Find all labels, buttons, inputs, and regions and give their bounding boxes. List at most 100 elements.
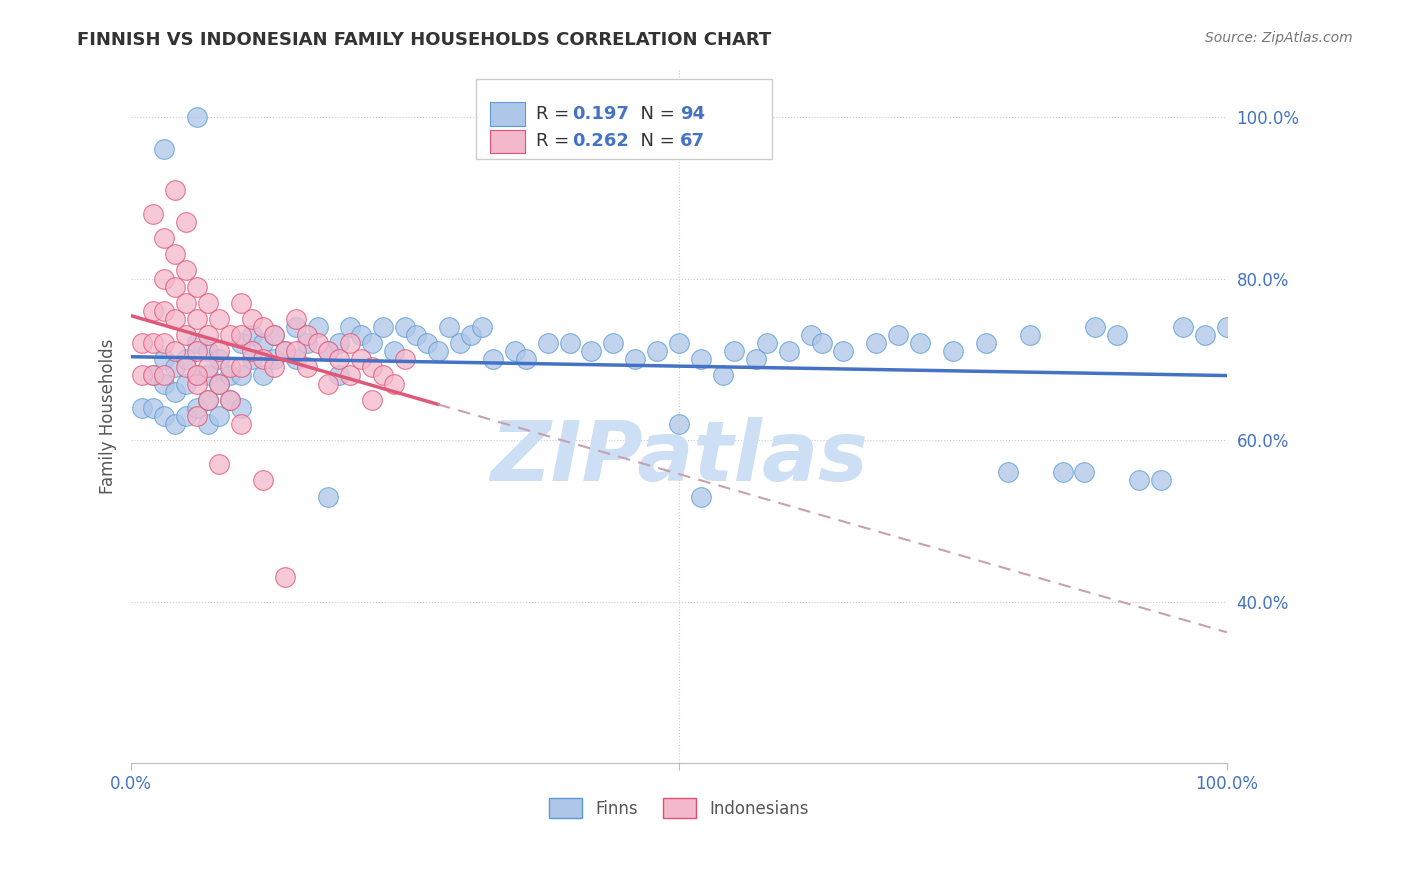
Point xyxy=(373,320,395,334)
Point xyxy=(252,320,274,334)
Point xyxy=(307,320,329,334)
Point xyxy=(394,352,416,367)
Point xyxy=(427,344,450,359)
Point xyxy=(887,328,910,343)
Point xyxy=(328,336,350,351)
Point xyxy=(668,417,690,431)
Legend: Finns, Indonesians: Finns, Indonesians xyxy=(543,792,815,824)
Point xyxy=(263,328,285,343)
Text: Source: ZipAtlas.com: Source: ZipAtlas.com xyxy=(1205,31,1353,45)
Point xyxy=(165,384,187,399)
Point xyxy=(942,344,965,359)
Point xyxy=(284,344,307,359)
Point xyxy=(1128,474,1150,488)
Point xyxy=(318,376,340,391)
Point xyxy=(229,360,252,375)
Point xyxy=(810,336,832,351)
Point xyxy=(186,376,208,391)
Point xyxy=(295,336,318,351)
FancyBboxPatch shape xyxy=(489,103,524,126)
Point xyxy=(165,344,187,359)
FancyBboxPatch shape xyxy=(477,78,772,159)
Point xyxy=(229,295,252,310)
Point xyxy=(174,409,197,423)
Point xyxy=(208,376,231,391)
Point xyxy=(218,392,240,407)
Point xyxy=(471,320,494,334)
Point xyxy=(218,368,240,383)
Text: R =: R = xyxy=(536,132,575,150)
Point xyxy=(240,344,263,359)
Point xyxy=(778,344,800,359)
Point xyxy=(1073,466,1095,480)
Point xyxy=(295,328,318,343)
Point xyxy=(174,295,197,310)
Point xyxy=(361,336,384,351)
Point xyxy=(252,368,274,383)
Point xyxy=(515,352,537,367)
Point xyxy=(284,312,307,326)
Point xyxy=(645,344,668,359)
Point xyxy=(165,417,187,431)
Point xyxy=(131,336,153,351)
Point xyxy=(153,376,176,391)
Y-axis label: Family Households: Family Households xyxy=(100,338,117,493)
Point xyxy=(1084,320,1107,334)
Point xyxy=(273,570,295,584)
Point xyxy=(690,490,713,504)
Point xyxy=(865,336,887,351)
Point xyxy=(318,344,340,359)
Point xyxy=(252,474,274,488)
Point xyxy=(832,344,855,359)
Point xyxy=(153,303,176,318)
Text: 94: 94 xyxy=(681,105,706,123)
Point xyxy=(229,401,252,415)
Point xyxy=(153,142,176,156)
Point xyxy=(229,328,252,343)
Point xyxy=(186,336,208,351)
Point xyxy=(229,417,252,431)
Point xyxy=(153,352,176,367)
Point xyxy=(602,336,624,351)
Point xyxy=(186,401,208,415)
Point xyxy=(263,328,285,343)
Point xyxy=(318,490,340,504)
Text: 0.262: 0.262 xyxy=(572,132,628,150)
Point xyxy=(449,336,471,351)
Text: 0.197: 0.197 xyxy=(572,105,628,123)
Point xyxy=(142,207,165,221)
Point xyxy=(197,417,219,431)
Point xyxy=(328,352,350,367)
Point xyxy=(208,352,231,367)
Text: 67: 67 xyxy=(681,132,706,150)
Point xyxy=(240,328,263,343)
Point xyxy=(153,368,176,383)
Point xyxy=(382,376,405,391)
Point xyxy=(165,279,187,293)
Point xyxy=(799,328,821,343)
Point xyxy=(186,368,208,383)
Point xyxy=(142,303,165,318)
Point xyxy=(240,352,263,367)
Point xyxy=(1216,320,1239,334)
Point xyxy=(174,352,197,367)
Point xyxy=(318,344,340,359)
Point xyxy=(745,352,768,367)
Point xyxy=(373,368,395,383)
Point xyxy=(186,368,208,383)
Point xyxy=(208,312,231,326)
Point xyxy=(208,409,231,423)
Point xyxy=(197,392,219,407)
Point xyxy=(197,344,219,359)
Point xyxy=(350,328,373,343)
Point xyxy=(208,376,231,391)
Point xyxy=(361,392,384,407)
Point xyxy=(165,360,187,375)
Point xyxy=(723,344,745,359)
Point xyxy=(307,336,329,351)
Point xyxy=(416,336,439,351)
Point xyxy=(197,328,219,343)
Point xyxy=(229,336,252,351)
Point xyxy=(581,344,603,359)
Point xyxy=(186,279,208,293)
